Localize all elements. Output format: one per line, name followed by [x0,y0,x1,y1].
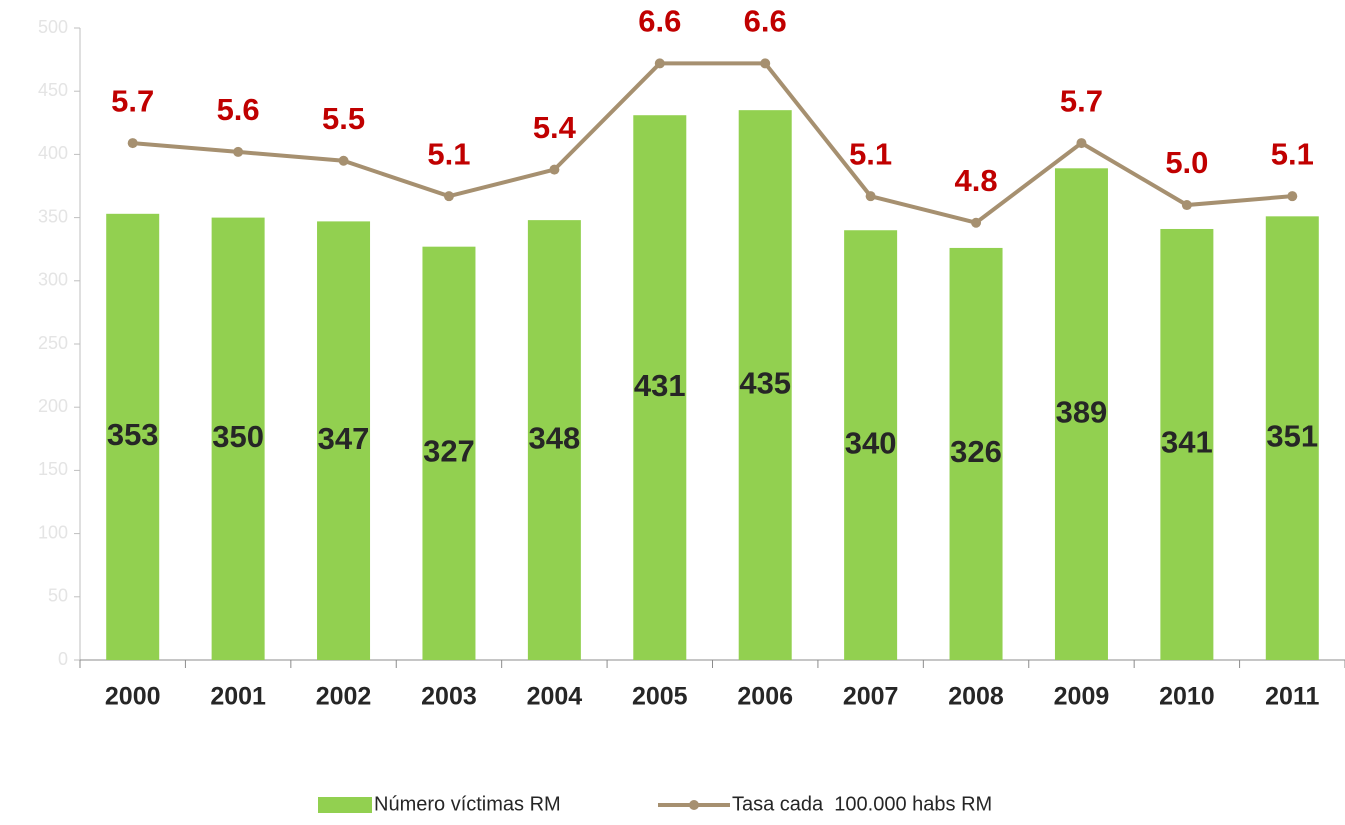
line-label: 5.7 [1060,83,1103,118]
line-label: 5.1 [1271,136,1314,171]
bar-label: 351 [1266,418,1318,453]
bar-label: 435 [739,365,791,400]
line-label: 5.7 [111,83,154,118]
x-tick-label: 2002 [316,683,372,711]
line-label: 6.6 [638,4,681,39]
x-tick-label: 2003 [421,683,477,711]
y-tick-label: 0 [58,649,68,669]
bar-label: 353 [107,417,159,452]
x-tick-label: 2010 [1159,683,1215,711]
y-tick-label: 150 [38,459,68,479]
line-marker [443,191,454,202]
x-tick-label: 2001 [210,683,266,711]
bar [1160,228,1214,660]
bar [1054,168,1108,660]
line-marker [1287,191,1298,202]
y-tick-label: 200 [38,396,68,416]
line-marker [971,217,982,228]
bar-label: 341 [1161,425,1213,460]
bar [527,220,581,661]
bar-label: 347 [318,421,370,456]
bar [422,246,476,660]
bar [1265,216,1319,660]
legend-label: Número víctimas RM [374,793,561,815]
bar [211,217,265,660]
line-marker [549,164,560,175]
legend-marker [689,800,699,810]
line-label: 6.6 [744,4,787,39]
bar-label: 327 [423,434,475,469]
line-marker [865,191,876,202]
bar [633,115,687,660]
line-marker [760,58,771,69]
line-marker [338,155,349,166]
y-tick-label: 100 [38,522,68,542]
x-tick-label: 2008 [948,683,1004,711]
x-tick-label: 2011 [1265,683,1319,711]
line-label: 4.8 [954,163,997,198]
y-tick-label: 400 [38,143,68,163]
x-tick-label: 2004 [527,683,583,711]
legend-swatch [318,797,372,813]
bar [317,221,371,660]
line [132,61,1293,225]
line-label: 5.6 [217,92,260,127]
line-marker [233,146,244,157]
bar-label: 431 [634,368,686,403]
line-label: 5.4 [533,110,577,145]
y-tick-label: 500 [38,17,68,37]
line-marker [1181,200,1192,211]
bar [738,110,792,660]
line-label: 5.5 [322,101,365,136]
y-tick-label: 450 [38,80,68,100]
line-marker [1076,138,1087,149]
bar [844,230,898,661]
bar-label: 348 [529,420,581,455]
line-label: 5.0 [1165,145,1208,180]
bar-label: 340 [845,425,897,460]
x-tick-label: 2005 [632,683,688,711]
x-tick-label: 2000 [105,683,161,711]
y-tick-label: 350 [38,206,68,226]
bar-label: 350 [212,419,264,454]
line-label: 5.1 [427,136,470,171]
line-label: 5.1 [849,136,892,171]
line-marker [654,58,665,69]
x-tick-label: 2009 [1054,683,1110,711]
x-tick-label: 2007 [843,683,899,711]
x-tick-label: 2006 [737,683,793,711]
bar-label: 326 [950,434,1002,469]
y-tick-label: 300 [38,270,68,290]
y-tick-label: 50 [48,586,68,606]
legend-label: Tasa cada 100.000 habs RM [732,793,992,815]
line-marker [127,138,138,149]
bar-label: 389 [1056,394,1108,429]
y-tick-label: 250 [38,333,68,353]
bar [106,213,160,661]
bar [949,247,1003,660]
